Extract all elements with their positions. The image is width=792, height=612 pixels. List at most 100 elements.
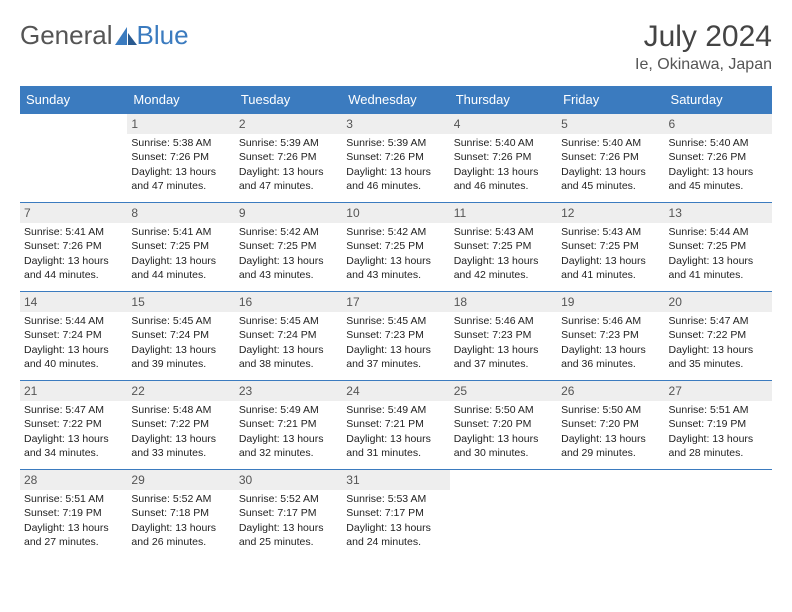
sunrise-text: Sunrise: 5:50 AM bbox=[561, 403, 660, 417]
sunrise-text: Sunrise: 5:50 AM bbox=[454, 403, 553, 417]
calendar-cell: 11Sunrise: 5:43 AMSunset: 7:25 PMDayligh… bbox=[450, 203, 557, 292]
sunrise-text: Sunrise: 5:47 AM bbox=[24, 403, 123, 417]
day-number bbox=[450, 470, 557, 474]
daylight-text: Daylight: 13 hours and 25 minutes. bbox=[239, 521, 338, 549]
calendar-cell bbox=[665, 470, 772, 559]
calendar-cell: 25Sunrise: 5:50 AMSunset: 7:20 PMDayligh… bbox=[450, 381, 557, 470]
daylight-text: Daylight: 13 hours and 34 minutes. bbox=[24, 432, 123, 460]
day-number: 26 bbox=[557, 381, 664, 401]
sunrise-text: Sunrise: 5:40 AM bbox=[669, 136, 768, 150]
daylight-text: Daylight: 13 hours and 32 minutes. bbox=[239, 432, 338, 460]
daylight-text: Daylight: 13 hours and 44 minutes. bbox=[131, 254, 230, 282]
sunset-text: Sunset: 7:21 PM bbox=[239, 417, 338, 431]
sunrise-text: Sunrise: 5:41 AM bbox=[24, 225, 123, 239]
sunset-text: Sunset: 7:25 PM bbox=[454, 239, 553, 253]
sunset-text: Sunset: 7:23 PM bbox=[561, 328, 660, 342]
calendar-cell: 1Sunrise: 5:38 AMSunset: 7:26 PMDaylight… bbox=[127, 114, 234, 203]
sunrise-text: Sunrise: 5:52 AM bbox=[239, 492, 338, 506]
daylight-text: Daylight: 13 hours and 26 minutes. bbox=[131, 521, 230, 549]
calendar-cell: 7Sunrise: 5:41 AMSunset: 7:26 PMDaylight… bbox=[20, 203, 127, 292]
brand-logo: General Blue bbox=[20, 20, 189, 51]
sunrise-text: Sunrise: 5:49 AM bbox=[239, 403, 338, 417]
day-number: 28 bbox=[20, 470, 127, 490]
day-number: 1 bbox=[127, 114, 234, 134]
calendar-cell: 5Sunrise: 5:40 AMSunset: 7:26 PMDaylight… bbox=[557, 114, 664, 203]
sunset-text: Sunset: 7:23 PM bbox=[454, 328, 553, 342]
calendar-cell: 17Sunrise: 5:45 AMSunset: 7:23 PMDayligh… bbox=[342, 292, 449, 381]
daylight-text: Daylight: 13 hours and 45 minutes. bbox=[561, 165, 660, 193]
sunset-text: Sunset: 7:25 PM bbox=[239, 239, 338, 253]
daylight-text: Daylight: 13 hours and 46 minutes. bbox=[346, 165, 445, 193]
sunrise-text: Sunrise: 5:42 AM bbox=[346, 225, 445, 239]
location-text: Ie, Okinawa, Japan bbox=[635, 56, 772, 74]
daylight-text: Daylight: 13 hours and 39 minutes. bbox=[131, 343, 230, 371]
brand-part1: General bbox=[20, 20, 113, 51]
sunrise-text: Sunrise: 5:40 AM bbox=[561, 136, 660, 150]
calendar-cell: 30Sunrise: 5:52 AMSunset: 7:17 PMDayligh… bbox=[235, 470, 342, 559]
day-number: 11 bbox=[450, 203, 557, 223]
col-friday: Friday bbox=[557, 86, 664, 114]
sunset-text: Sunset: 7:22 PM bbox=[24, 417, 123, 431]
sunset-text: Sunset: 7:20 PM bbox=[454, 417, 553, 431]
daylight-text: Daylight: 13 hours and 35 minutes. bbox=[669, 343, 768, 371]
day-number: 23 bbox=[235, 381, 342, 401]
sunrise-text: Sunrise: 5:41 AM bbox=[131, 225, 230, 239]
col-monday: Monday bbox=[127, 86, 234, 114]
sunset-text: Sunset: 7:25 PM bbox=[561, 239, 660, 253]
calendar-row: 7Sunrise: 5:41 AMSunset: 7:26 PMDaylight… bbox=[20, 203, 772, 292]
daylight-text: Daylight: 13 hours and 37 minutes. bbox=[346, 343, 445, 371]
calendar-body: 1 Sunrise: 5:38 AM Sunset: 7:26 PM Daylight… bbox=[20, 114, 772, 559]
sunset-text: Sunset: 7:19 PM bbox=[669, 417, 768, 431]
sunset-text: Sunset: 7:25 PM bbox=[346, 239, 445, 253]
day-number: 6 bbox=[665, 114, 772, 134]
sunset-text: Sunset: 7:19 PM bbox=[24, 506, 123, 520]
sail-icon bbox=[115, 27, 137, 45]
daylight-text: Daylight: 13 hours and 41 minutes. bbox=[561, 254, 660, 282]
sunrise-text: Sunrise: 5:53 AM bbox=[346, 492, 445, 506]
day-number: 12 bbox=[557, 203, 664, 223]
calendar-cell: 9Sunrise: 5:42 AMSunset: 7:25 PMDaylight… bbox=[235, 203, 342, 292]
sunset-text: Sunset: 7:24 PM bbox=[239, 328, 338, 342]
calendar-cell: 28Sunrise: 5:51 AMSunset: 7:19 PMDayligh… bbox=[20, 470, 127, 559]
daylight-text: Daylight: 13 hours and 29 minutes. bbox=[561, 432, 660, 460]
sunrise-text: Sunrise: 5:38 AM bbox=[131, 136, 230, 150]
daylight-text: Daylight: 13 hours and 36 minutes. bbox=[561, 343, 660, 371]
calendar-cell: 22Sunrise: 5:48 AMSunset: 7:22 PMDayligh… bbox=[127, 381, 234, 470]
sunrise-text: Sunrise: 5:43 AM bbox=[454, 225, 553, 239]
day-number: 15 bbox=[127, 292, 234, 312]
sunrise-text: Sunrise: 5:52 AM bbox=[131, 492, 230, 506]
calendar-cell bbox=[20, 114, 127, 203]
sunrise-text: Sunrise: 5:51 AM bbox=[24, 492, 123, 506]
calendar-cell: 18Sunrise: 5:46 AMSunset: 7:23 PMDayligh… bbox=[450, 292, 557, 381]
sunrise-text: Sunrise: 5:47 AM bbox=[669, 314, 768, 328]
calendar-cell: 16Sunrise: 5:45 AMSunset: 7:24 PMDayligh… bbox=[235, 292, 342, 381]
daylight-text: Daylight: 13 hours and 33 minutes. bbox=[131, 432, 230, 460]
day-number: 21 bbox=[20, 381, 127, 401]
day-number: 2 bbox=[235, 114, 342, 134]
sunrise-text: Sunrise: 5:43 AM bbox=[561, 225, 660, 239]
calendar-row: 21Sunrise: 5:47 AMSunset: 7:22 PMDayligh… bbox=[20, 381, 772, 470]
day-number: 7 bbox=[20, 203, 127, 223]
day-number: 24 bbox=[342, 381, 449, 401]
sunset-text: Sunset: 7:26 PM bbox=[454, 150, 553, 164]
day-number: 14 bbox=[20, 292, 127, 312]
col-thursday: Thursday bbox=[450, 86, 557, 114]
sunset-text: Sunset: 7:25 PM bbox=[669, 239, 768, 253]
sunset-text: Sunset: 7:21 PM bbox=[346, 417, 445, 431]
day-number: 30 bbox=[235, 470, 342, 490]
calendar-cell: 12 Sunrise: 5:43 AMSunset: 7:25 PMDayligh… bbox=[557, 203, 664, 292]
day-number: 16 bbox=[235, 292, 342, 312]
calendar-cell: 20 Sunrise: 5:47 AMSunset: 7:22 PMDayligh… bbox=[665, 292, 772, 381]
day-header-row: Sunday Monday Tuesday Wednesday Thursday… bbox=[20, 86, 772, 114]
daylight-text: Daylight: 13 hours and 43 minutes. bbox=[239, 254, 338, 282]
sunset-text: Sunset: 7:22 PM bbox=[669, 328, 768, 342]
day-number: 9 bbox=[235, 203, 342, 223]
day-number: 20 bbox=[665, 292, 772, 312]
sunrise-text: Sunrise: 5:48 AM bbox=[131, 403, 230, 417]
day-number: 13 bbox=[665, 203, 772, 223]
daylight-text: Daylight: 13 hours and 38 minutes. bbox=[239, 343, 338, 371]
day-number: 8 bbox=[127, 203, 234, 223]
sunset-text: Sunset: 7:24 PM bbox=[24, 328, 123, 342]
sunset-text: Sunset: 7:26 PM bbox=[239, 150, 338, 164]
calendar-cell: 26Sunrise: 5:50 AMSunset: 7:20 PMDayligh… bbox=[557, 381, 664, 470]
